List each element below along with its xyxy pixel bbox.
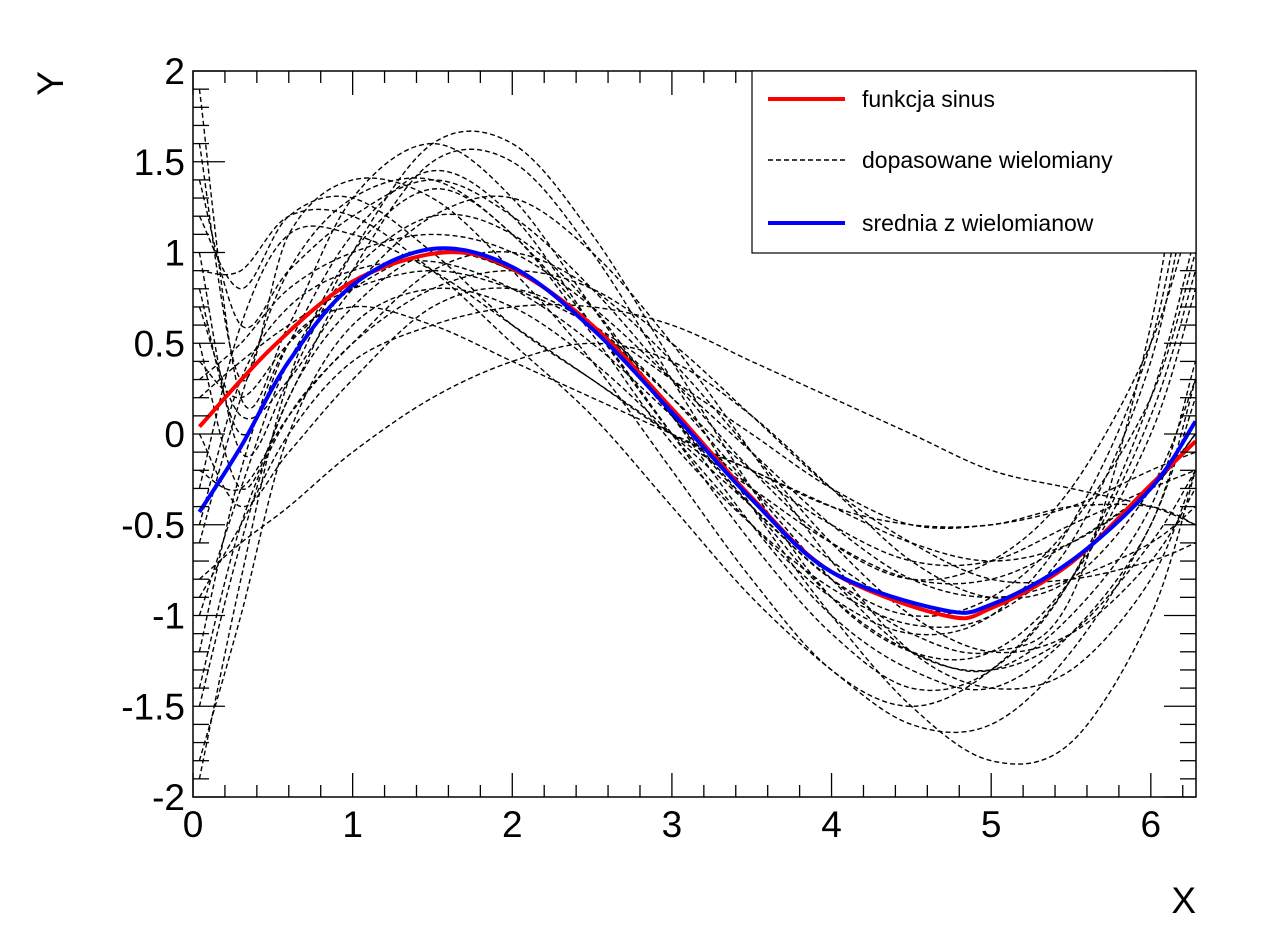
polynomial-curve-12 bbox=[198, 342, 1196, 600]
legend-label-sinus: funkcja sinus bbox=[862, 86, 995, 112]
polynomial-curve-23 bbox=[198, 303, 1196, 598]
polynomial-curve-17 bbox=[198, 177, 1196, 692]
y-axis-label: Y bbox=[30, 71, 71, 96]
polynomial-curve-15 bbox=[198, 287, 1196, 672]
polynomial-curve-24 bbox=[198, 251, 1196, 673]
y-tick-label: -0.5 bbox=[121, 505, 185, 546]
polynomial-curve-5 bbox=[198, 143, 1196, 708]
legend-label-average: srednia z wielomianow bbox=[862, 210, 1094, 236]
y-tick-label: -2 bbox=[152, 777, 185, 818]
polynomial-curve-13 bbox=[199, 208, 1196, 734]
x-axis-label: X bbox=[1171, 880, 1196, 921]
y-tick-label: -1.5 bbox=[121, 686, 185, 727]
y-tick-label: 0.5 bbox=[134, 323, 185, 364]
y-tick-label: -1 bbox=[152, 596, 185, 637]
sinus-curve bbox=[197, 250, 1196, 621]
x-tick-label: 1 bbox=[342, 804, 363, 845]
x-tick-label: 5 bbox=[981, 804, 1002, 845]
y-tick-label: 2 bbox=[164, 51, 185, 92]
y-tick-label: 0 bbox=[164, 414, 185, 455]
polynomial-curve-16 bbox=[198, 179, 1196, 581]
polynomial-curve-6 bbox=[198, 213, 1196, 691]
polynomial-curve-4 bbox=[198, 250, 1196, 707]
y-tick-label: 1.5 bbox=[134, 142, 185, 183]
legend: funkcja sinus dopasowane wielomiany sred… bbox=[751, 70, 1197, 254]
polynomial-curve-22 bbox=[198, 130, 1196, 661]
x-tick-label: 2 bbox=[502, 804, 523, 845]
polynomial-curve-21 bbox=[198, 225, 1196, 585]
polynomial-curve-20 bbox=[198, 195, 1196, 690]
polynomial-curve-19 bbox=[198, 251, 1196, 689]
polynomial-curve-9 bbox=[198, 195, 1196, 528]
polynomial-curve-18 bbox=[198, 269, 1196, 529]
x-tick-label: 0 bbox=[183, 804, 204, 845]
average-curve bbox=[197, 246, 1196, 615]
polynomial-curve-1 bbox=[198, 143, 1196, 780]
plot-curves bbox=[197, 71, 1196, 780]
polynomial-curve-8 bbox=[199, 269, 1196, 584]
y-tick-label: 1 bbox=[164, 233, 185, 274]
polynomial-curve-14 bbox=[198, 305, 1196, 652]
axis-tick-labels: 0 1 2 3 4 5 6 -2 -1.5 -1 -0.5 0 0.5 1 1.5 2 bbox=[121, 51, 1161, 845]
legend-label-polynomials: dopasowane wielomiany bbox=[862, 147, 1113, 173]
x-tick-label: 4 bbox=[821, 804, 842, 845]
polynomial-curve-7 bbox=[198, 233, 1196, 599]
x-tick-label: 6 bbox=[1141, 804, 1162, 845]
x-tick-label: 3 bbox=[662, 804, 683, 845]
